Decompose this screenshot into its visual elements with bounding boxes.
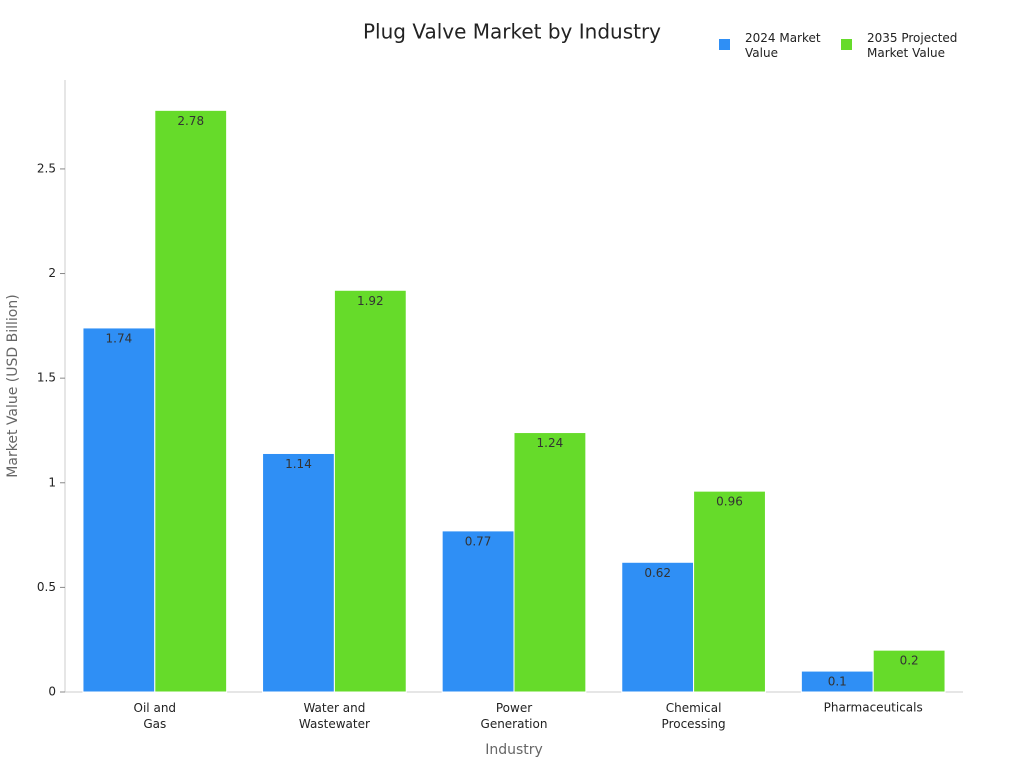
value-label: 0.2 — [900, 654, 919, 668]
value-label: 0.96 — [716, 495, 743, 509]
x-tick-label: Pharmaceuticals — [824, 701, 923, 715]
x-tick-label: Water and Wastewater — [299, 701, 370, 731]
x-tick-label: Chemical Processing — [662, 701, 726, 731]
legend-swatch — [719, 39, 730, 50]
x-axis-label: Industry — [485, 742, 543, 758]
y-tick-label: 1.5 — [37, 371, 56, 385]
x-tick-label: Power Generation — [481, 701, 548, 731]
value-label: 1.24 — [537, 436, 564, 450]
value-label: 0.62 — [644, 566, 671, 580]
legend-label: 2035 Projected Market Value — [867, 31, 957, 60]
x-tick-label: Oil and Gas — [134, 701, 177, 731]
bar — [872, 649, 946, 693]
legend-label: 2024 Market Value — [745, 31, 821, 60]
y-tick-label: 2.5 — [37, 161, 56, 175]
bar — [441, 530, 515, 693]
legend-swatch — [841, 39, 852, 50]
y-axis-label: Market Value (USD Billion) — [5, 294, 21, 477]
bar — [154, 109, 228, 693]
y-tick-label: 0 — [48, 685, 56, 699]
chart-title: Plug Valve Market by Industry — [363, 20, 661, 44]
value-label: 1.92 — [357, 294, 384, 308]
y-tick-label: 1 — [48, 475, 56, 489]
y-tick-label: 2 — [48, 266, 56, 280]
value-label: 2.78 — [177, 114, 204, 128]
value-label: 0.1 — [828, 675, 847, 689]
bar — [262, 452, 335, 693]
value-label: 0.77 — [465, 534, 492, 548]
bar — [621, 561, 695, 693]
value-label: 1.14 — [285, 457, 312, 471]
bar — [333, 289, 407, 693]
bar — [693, 490, 766, 693]
bar — [82, 327, 156, 693]
y-tick-label: 0.5 — [37, 580, 56, 594]
value-label: 1.74 — [106, 331, 133, 345]
bar — [513, 432, 587, 693]
